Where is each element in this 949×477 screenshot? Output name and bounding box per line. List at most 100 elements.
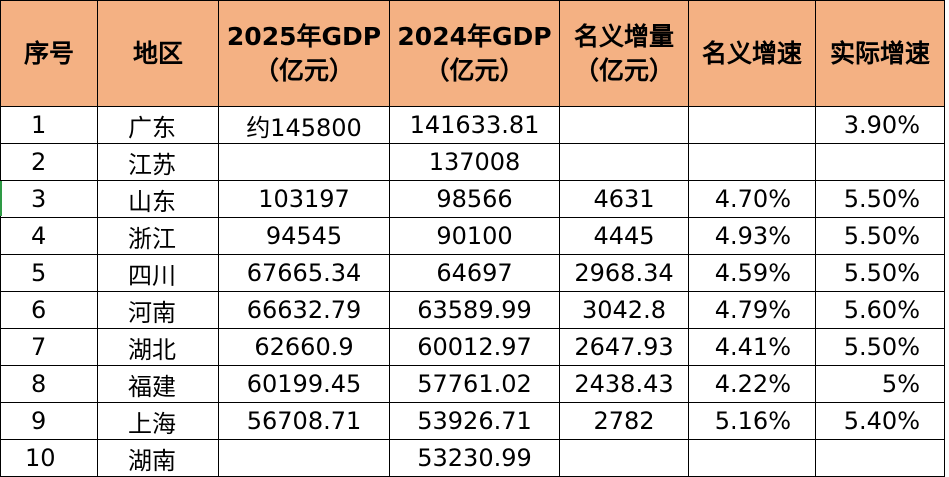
table-row: 5 四川 67665.34 64697 2968.34 4.59% 5.50% xyxy=(0,254,945,292)
header-gdp-2024[interactable]: 2024年GDP （亿元） xyxy=(389,0,560,107)
header-row: 序号 地区 2025年GDP （亿元） 2024年GDP （亿元） 名义增量 （… xyxy=(0,0,945,107)
cell-no[interactable]: 3 xyxy=(0,180,98,218)
cell-gdp-2025[interactable]: 约145800 xyxy=(218,106,390,144)
table-row: 4 浙江 94545 90100 4445 4.93% 5.50% xyxy=(0,217,945,255)
cell-region[interactable]: 上海 xyxy=(97,402,219,440)
table-row: 9 上海 56708.71 53926.71 2782 5.16% 5.40% xyxy=(0,402,945,440)
cell-gdp-2024[interactable]: 63589.99 xyxy=(389,291,560,329)
header-nominal-increase[interactable]: 名义增量 （亿元） xyxy=(559,0,689,107)
cell-gdp-2024[interactable]: 98566 xyxy=(389,180,560,218)
cell-gdp-2024[interactable]: 57761.02 xyxy=(389,365,560,403)
cell-nominal-growth[interactable]: 4.79% xyxy=(688,291,816,329)
cell-nominal-growth[interactable]: 4.70% xyxy=(688,180,816,218)
table-row: 1 广东 约145800 141633.81 3.90% xyxy=(0,106,945,144)
cell-region[interactable]: 河南 xyxy=(97,291,219,329)
cell-no[interactable]: 6 xyxy=(0,291,98,329)
cell-gdp-2025[interactable]: 62660.9 xyxy=(218,328,390,366)
cell-nominal-growth[interactable]: 4.22% xyxy=(688,365,816,403)
header-gdp-2025-line1: 2025年GDP xyxy=(226,21,382,51)
cell-gdp-2025[interactable]: 66632.79 xyxy=(218,291,390,329)
cell-nominal-growth[interactable]: 5.16% xyxy=(688,402,816,440)
table-row: 3 山东 103197 98566 4631 4.70% 5.50% xyxy=(0,180,945,218)
cell-region[interactable]: 浙江 xyxy=(97,217,219,255)
cell-no[interactable]: 2 xyxy=(0,143,98,181)
cell-region[interactable]: 湖北 xyxy=(97,328,219,366)
table-row: 6 河南 66632.79 63589.99 3042.8 4.79% 5.60… xyxy=(0,291,945,329)
cell-gdp-2024[interactable]: 64697 xyxy=(389,254,560,292)
cell-no[interactable]: 9 xyxy=(0,402,98,440)
cell-no[interactable]: 10 xyxy=(0,439,98,477)
cell-real-growth[interactable] xyxy=(815,439,945,477)
cell-gdp-2025[interactable] xyxy=(218,439,390,477)
cell-gdp-2024[interactable]: 137008 xyxy=(389,143,560,181)
table-row: 7 湖北 62660.9 60012.97 2647.93 4.41% 5.50… xyxy=(0,328,945,366)
cell-real-growth[interactable]: 5.50% xyxy=(815,254,945,292)
cell-nominal-growth[interactable] xyxy=(688,106,816,144)
cell-nominal-increase[interactable]: 2438.43 xyxy=(559,365,689,403)
row-selection-marker xyxy=(0,181,2,216)
cell-nominal-increase[interactable]: 3042.8 xyxy=(559,291,689,329)
table-row: 10 湖南 53230.99 xyxy=(0,439,945,477)
cell-nominal-increase[interactable] xyxy=(559,106,689,144)
header-gdp-2025[interactable]: 2025年GDP （亿元） xyxy=(218,0,390,107)
cell-nominal-growth[interactable]: 4.59% xyxy=(688,254,816,292)
cell-region[interactable]: 湖南 xyxy=(97,439,219,477)
table-row: 2 江苏 137008 xyxy=(0,143,945,181)
cell-real-growth[interactable]: 5.50% xyxy=(815,217,945,255)
cell-nominal-growth[interactable]: 4.41% xyxy=(688,328,816,366)
cell-no[interactable]: 4 xyxy=(0,217,98,255)
header-nominal-growth[interactable]: 名义增速 xyxy=(688,0,816,107)
header-region-line1: 地区 xyxy=(132,38,183,68)
header-no-line1: 序号 xyxy=(23,38,74,68)
header-gdp-2025-line2: （亿元） xyxy=(253,55,354,85)
cell-region[interactable]: 福建 xyxy=(97,365,219,403)
header-region[interactable]: 地区 xyxy=(97,0,219,107)
cell-real-growth[interactable]: 5.40% xyxy=(815,402,945,440)
cell-gdp-2025[interactable]: 56708.71 xyxy=(218,402,390,440)
cell-nominal-increase[interactable]: 4445 xyxy=(559,217,689,255)
cell-gdp-2024[interactable]: 53926.71 xyxy=(389,402,560,440)
cell-no[interactable]: 8 xyxy=(0,365,98,403)
table-row: 8 福建 60199.45 57761.02 2438.43 4.22% 5% xyxy=(0,365,945,403)
header-nominal-increase-line1: 名义增量 xyxy=(573,21,674,51)
cell-nominal-increase[interactable]: 2647.93 xyxy=(559,328,689,366)
header-nominal-growth-line1: 名义增速 xyxy=(701,38,802,68)
header-no[interactable]: 序号 xyxy=(0,0,98,107)
cell-gdp-2025[interactable]: 67665.34 xyxy=(218,254,390,292)
cell-gdp-2024[interactable]: 141633.81 xyxy=(389,106,560,144)
cell-nominal-growth[interactable] xyxy=(688,143,816,181)
cell-region[interactable]: 江苏 xyxy=(97,143,219,181)
cell-real-growth[interactable] xyxy=(815,143,945,181)
cell-nominal-increase[interactable]: 2968.34 xyxy=(559,254,689,292)
cell-nominal-increase[interactable]: 2782 xyxy=(559,402,689,440)
cell-gdp-2024[interactable]: 90100 xyxy=(389,217,560,255)
header-gdp-2024-line1: 2024年GDP xyxy=(397,21,552,51)
cell-nominal-growth[interactable]: 4.93% xyxy=(688,217,816,255)
cell-no[interactable]: 7 xyxy=(0,328,98,366)
cell-gdp-2024[interactable]: 60012.97 xyxy=(389,328,560,366)
cell-region[interactable]: 四川 xyxy=(97,254,219,292)
cell-real-growth[interactable]: 5.50% xyxy=(815,328,945,366)
cell-gdp-2025[interactable]: 60199.45 xyxy=(218,365,390,403)
cell-real-growth[interactable]: 3.90% xyxy=(815,106,945,144)
header-nominal-increase-line2: （亿元） xyxy=(573,55,674,85)
cell-nominal-increase[interactable]: 4631 xyxy=(559,180,689,218)
cell-nominal-growth[interactable] xyxy=(688,439,816,477)
cell-nominal-increase[interactable] xyxy=(559,143,689,181)
cell-nominal-increase[interactable] xyxy=(559,439,689,477)
cell-gdp-2024[interactable]: 53230.99 xyxy=(389,439,560,477)
cell-real-growth[interactable]: 5.60% xyxy=(815,291,945,329)
header-real-growth[interactable]: 实际增速 xyxy=(815,0,945,107)
header-real-growth-line1: 实际增速 xyxy=(829,38,930,68)
cell-no[interactable]: 1 xyxy=(0,106,98,144)
cell-gdp-2025[interactable]: 94545 xyxy=(218,217,390,255)
cell-real-growth[interactable]: 5% xyxy=(815,365,945,403)
cell-region[interactable]: 广东 xyxy=(97,106,219,144)
cell-real-growth[interactable]: 5.50% xyxy=(815,180,945,218)
cell-no[interactable]: 5 xyxy=(0,254,98,292)
cell-region[interactable]: 山东 xyxy=(97,180,219,218)
cell-gdp-2025[interactable] xyxy=(218,143,390,181)
cell-gdp-2025[interactable]: 103197 xyxy=(218,180,390,218)
